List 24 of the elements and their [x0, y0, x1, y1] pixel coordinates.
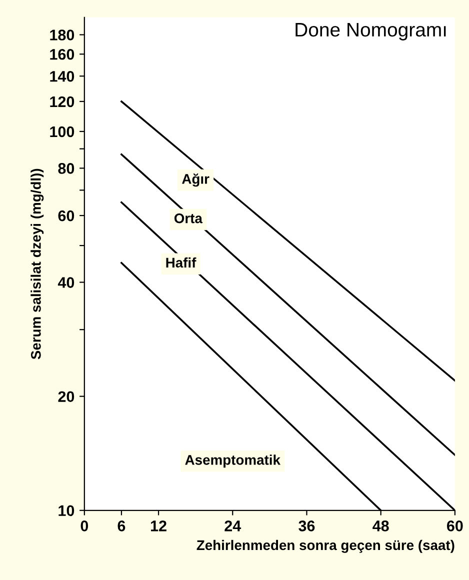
- y-tick-label: 60: [58, 210, 74, 222]
- x-tick-label: 36: [298, 520, 315, 532]
- x-tick-label: 60: [446, 520, 463, 532]
- x-tick-label: 12: [150, 520, 166, 532]
- y-tick-label: 100: [50, 126, 74, 138]
- annotation: Hafif: [166, 257, 196, 268]
- y-tick-label: 120: [50, 96, 74, 108]
- y-tick-label: 180: [50, 30, 74, 40]
- y-tick-label: 40: [58, 277, 74, 288]
- chart-title: Done Nomogramı: [296, 23, 446, 40]
- y-axis-title: Serum salisilat dzeyi (mg/dl)): [30, 168, 44, 360]
- y-tick-label: 80: [58, 163, 74, 174]
- y-tick-label: 160: [50, 48, 74, 60]
- x-tick-label: 48: [372, 520, 389, 532]
- x-axis-title: Zehirlenmeden sonra geçen süre (saat): [196, 540, 454, 553]
- annotation: Orta: [174, 213, 203, 224]
- y-tick-label: 140: [50, 70, 74, 82]
- x-tick-label: 0: [80, 520, 88, 532]
- y-tick-label: 20: [58, 391, 74, 402]
- annotation: Asemptomatik: [185, 454, 280, 468]
- y-tick-label: 10: [58, 505, 74, 516]
- annotation: Ağır: [182, 174, 210, 187]
- x-tick-label: 24: [224, 520, 242, 532]
- x-tick-label: 6: [118, 520, 126, 532]
